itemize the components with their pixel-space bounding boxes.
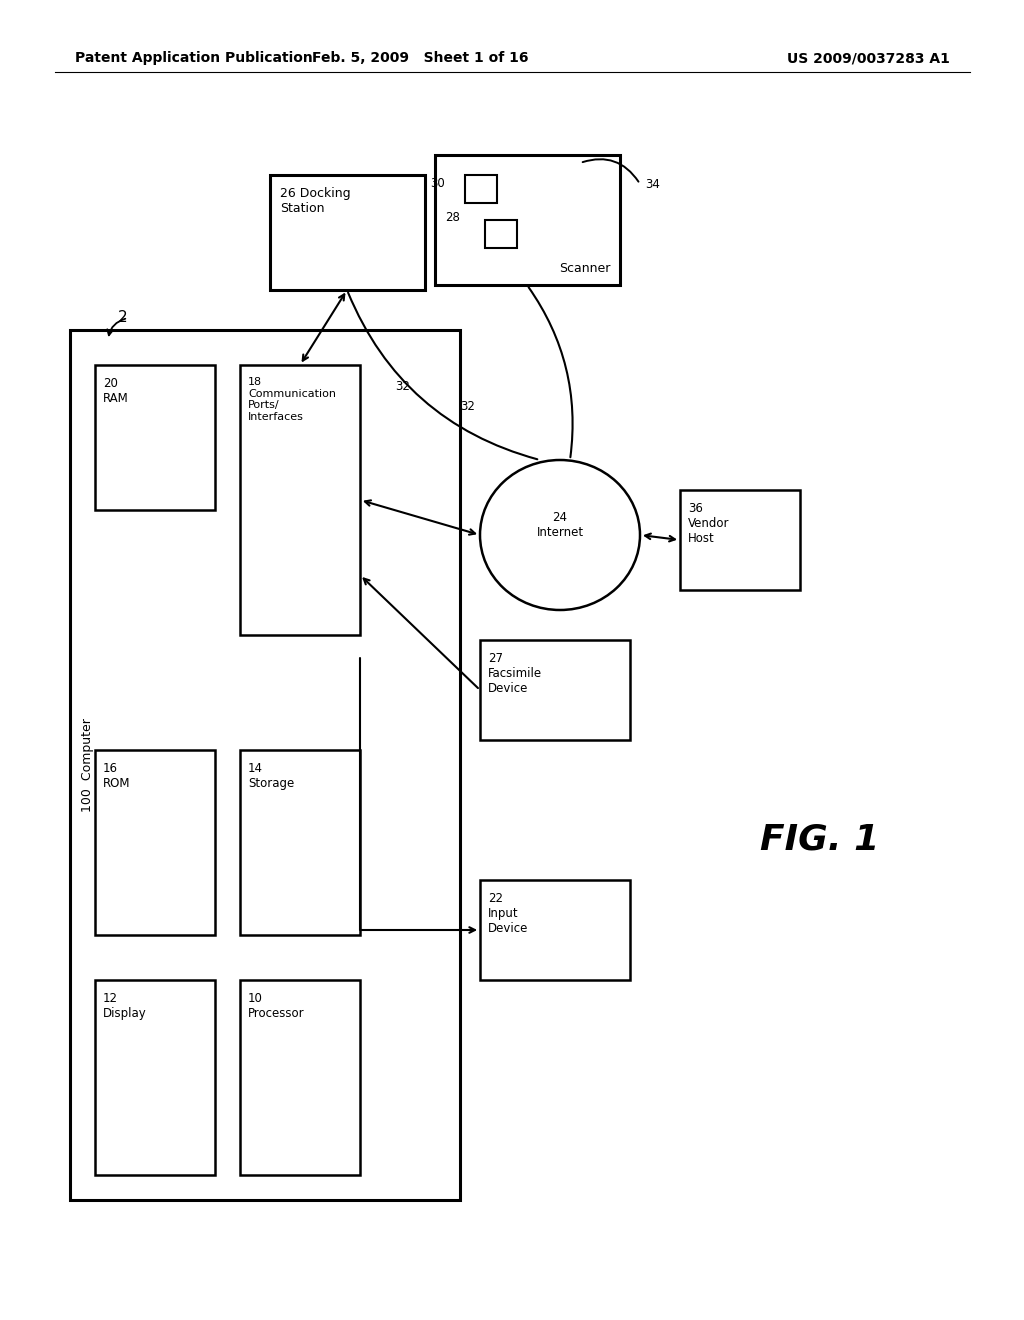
Bar	[95, 366, 215, 510]
Bar	[240, 750, 360, 935]
Text: FIG. 1: FIG. 1	[761, 822, 880, 857]
Text: Patent Application Publication: Patent Application Publication	[75, 51, 312, 65]
Bar	[240, 979, 360, 1175]
Bar	[95, 750, 215, 935]
Text: 14
Storage: 14 Storage	[248, 762, 294, 789]
Bar	[680, 490, 800, 590]
Bar	[435, 154, 620, 285]
Bar	[465, 176, 497, 203]
Bar	[480, 640, 630, 741]
Text: 2: 2	[118, 310, 128, 325]
Bar	[485, 220, 517, 248]
Text: Feb. 5, 2009   Sheet 1 of 16: Feb. 5, 2009 Sheet 1 of 16	[311, 51, 528, 65]
Bar	[240, 366, 360, 635]
Text: 22
Input
Device: 22 Input Device	[488, 892, 528, 935]
Text: 36
Vendor
Host: 36 Vendor Host	[688, 502, 729, 545]
Text: 16
ROM: 16 ROM	[103, 762, 130, 789]
Text: 20
RAM: 20 RAM	[103, 378, 129, 405]
Text: Scanner: Scanner	[559, 261, 610, 275]
Text: US 2009/0037283 A1: US 2009/0037283 A1	[787, 51, 950, 65]
Text: 30: 30	[430, 177, 444, 190]
Text: 24
Internet: 24 Internet	[537, 511, 584, 539]
Bar	[480, 880, 630, 979]
Text: 28: 28	[445, 211, 460, 224]
Ellipse shape	[480, 459, 640, 610]
Text: 100  Computer: 100 Computer	[82, 718, 94, 812]
Text: 32: 32	[460, 400, 475, 413]
Bar	[70, 330, 460, 1200]
Text: 26 Docking
Station: 26 Docking Station	[280, 187, 350, 215]
Text: 10
Processor: 10 Processor	[248, 993, 304, 1020]
Text: 34: 34	[645, 178, 659, 191]
Text: 12
Display: 12 Display	[103, 993, 146, 1020]
Text: 32: 32	[395, 380, 410, 393]
Text: 18
Communication
Ports/
Interfaces: 18 Communication Ports/ Interfaces	[248, 378, 336, 422]
Text: 27
Facsimile
Device: 27 Facsimile Device	[488, 652, 542, 696]
Bar	[95, 979, 215, 1175]
Bar	[270, 176, 425, 290]
